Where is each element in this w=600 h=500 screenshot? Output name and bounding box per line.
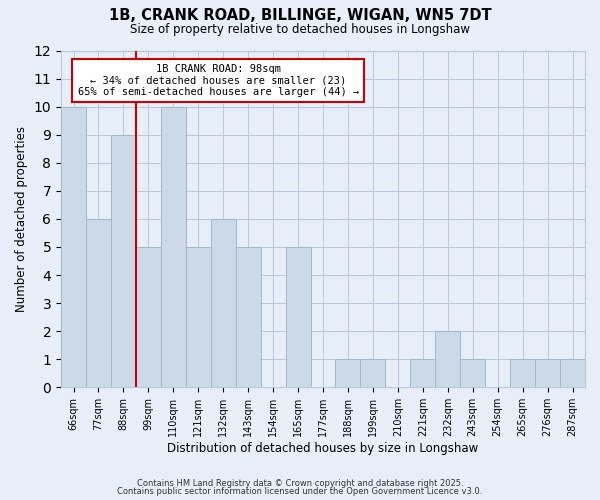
- Bar: [460, 360, 485, 388]
- Text: Size of property relative to detached houses in Longshaw: Size of property relative to detached ho…: [130, 22, 470, 36]
- Y-axis label: Number of detached properties: Number of detached properties: [15, 126, 28, 312]
- Bar: [560, 360, 585, 388]
- Text: Contains HM Land Registry data © Crown copyright and database right 2025.: Contains HM Land Registry data © Crown c…: [137, 478, 463, 488]
- Bar: [410, 360, 435, 388]
- Bar: [435, 331, 460, 388]
- Bar: [236, 247, 260, 388]
- Bar: [161, 106, 186, 388]
- Bar: [535, 360, 560, 388]
- X-axis label: Distribution of detached houses by size in Longshaw: Distribution of detached houses by size …: [167, 442, 479, 455]
- Bar: [86, 219, 111, 388]
- Bar: [286, 247, 311, 388]
- Bar: [361, 360, 385, 388]
- Bar: [186, 247, 211, 388]
- Bar: [510, 360, 535, 388]
- Bar: [335, 360, 361, 388]
- Bar: [111, 134, 136, 388]
- Bar: [61, 106, 86, 388]
- Text: 1B CRANK ROAD: 98sqm
← 34% of detached houses are smaller (23)
65% of semi-detac: 1B CRANK ROAD: 98sqm ← 34% of detached h…: [77, 64, 359, 97]
- Bar: [211, 219, 236, 388]
- Bar: [136, 247, 161, 388]
- Text: Contains public sector information licensed under the Open Government Licence v3: Contains public sector information licen…: [118, 487, 482, 496]
- Text: 1B, CRANK ROAD, BILLINGE, WIGAN, WN5 7DT: 1B, CRANK ROAD, BILLINGE, WIGAN, WN5 7DT: [109, 8, 491, 22]
